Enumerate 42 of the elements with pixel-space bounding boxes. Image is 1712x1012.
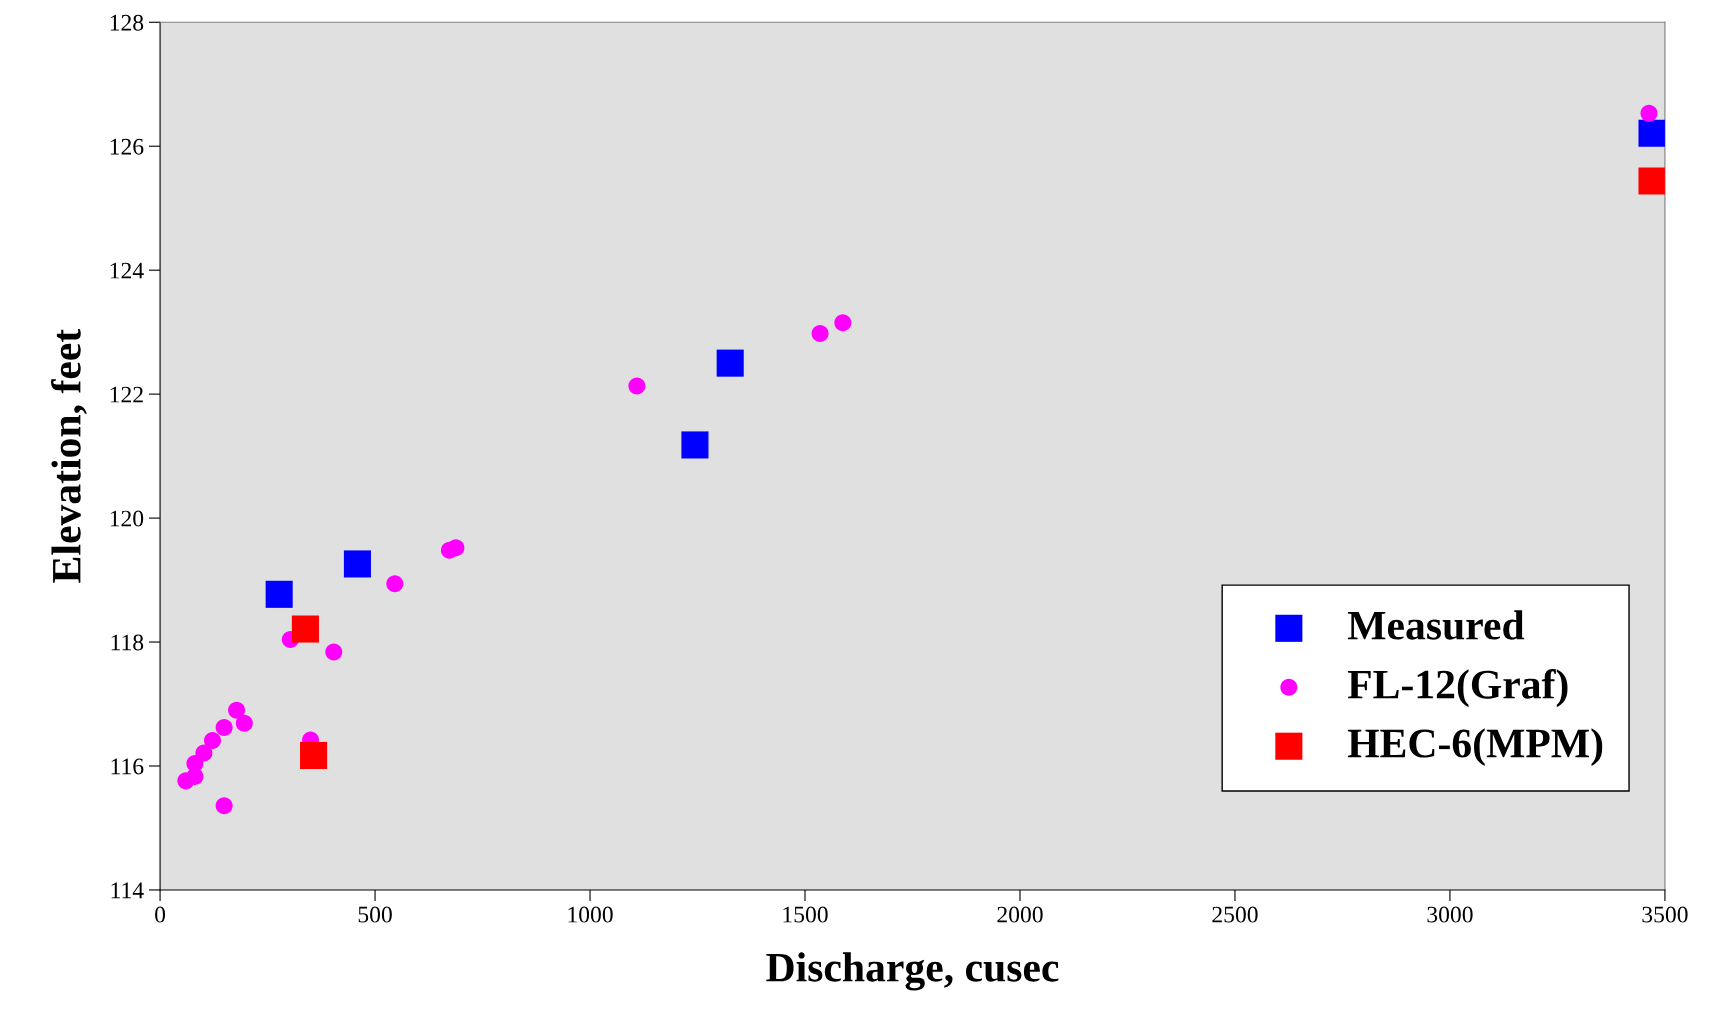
point (300, 741, 328, 769)
x-tick-label: 500 (358, 906, 392, 923)
point (628, 377, 646, 395)
point (447, 539, 465, 557)
y-tick-label: 128 (110, 14, 144, 31)
point (215, 797, 233, 815)
x-tick-label: 1500 (783, 906, 828, 923)
y-tick-label: 120 (110, 510, 144, 527)
point (681, 431, 709, 459)
x-tick-label: 2500 (1212, 906, 1258, 923)
x-tick-label: 0 (155, 906, 166, 923)
legend-label: HEC-6(MPM) (1347, 728, 1603, 767)
point (1640, 104, 1658, 122)
point (716, 349, 744, 377)
y-tick-label: 124 (110, 262, 144, 279)
point (265, 580, 293, 608)
point (834, 314, 852, 332)
legend-label: Measured (1347, 610, 1525, 640)
point (195, 744, 213, 762)
x-tick-label: 2000 (997, 906, 1043, 923)
y-axis-title: Elevation, feet (51, 329, 87, 583)
point (811, 324, 829, 342)
point (215, 719, 233, 737)
legend-label: FL-12(Graf) (1347, 668, 1568, 708)
y-tick-label: 126 (110, 138, 144, 155)
point (291, 615, 319, 643)
point (343, 550, 371, 578)
point (228, 701, 246, 719)
x-tick-label: 3500 (1642, 906, 1688, 923)
point (325, 643, 343, 661)
x-tick-label: 3000 (1427, 906, 1473, 923)
x-tick-label: 1000 (568, 906, 613, 923)
y-tick-label: 114 (111, 882, 144, 899)
y-tick-label: 118 (111, 634, 144, 651)
y-tick-label: 122 (110, 386, 143, 403)
point (1638, 167, 1665, 195)
point (1638, 119, 1665, 147)
point (204, 732, 222, 750)
point (235, 714, 253, 732)
x-axis-title: Discharge, cusec (766, 952, 1059, 991)
y-tick-label: 116 (111, 758, 144, 775)
point (386, 575, 404, 593)
